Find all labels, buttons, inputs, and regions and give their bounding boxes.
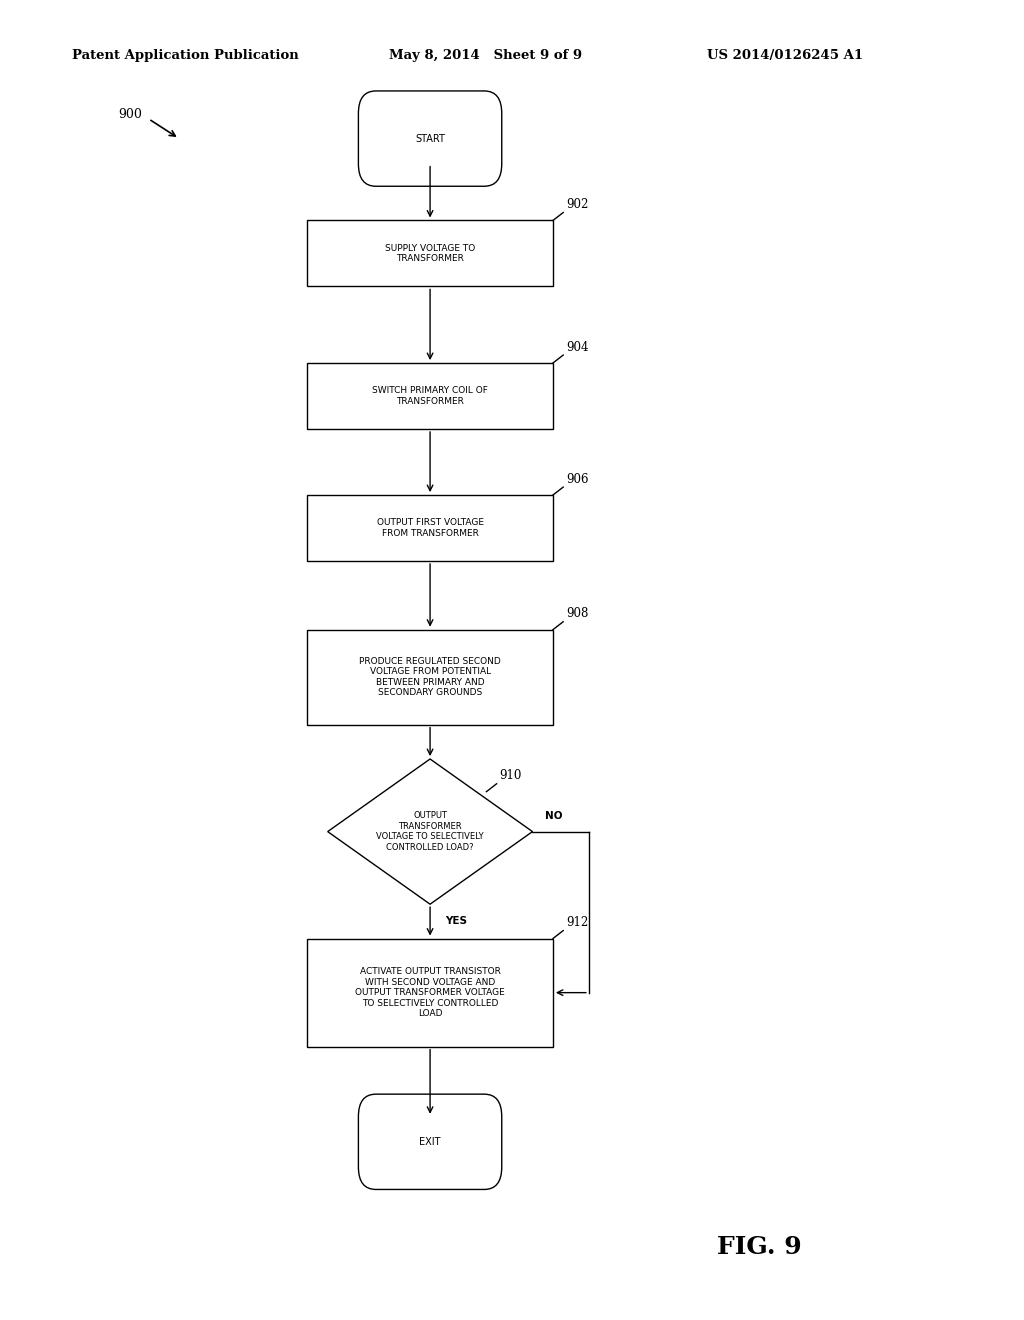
Text: NO: NO [545,810,562,821]
FancyBboxPatch shape [358,1094,502,1189]
Text: 904: 904 [566,341,589,354]
Text: SUPPLY VOLTAGE TO
TRANSFORMER: SUPPLY VOLTAGE TO TRANSFORMER [385,244,475,263]
Text: ACTIVATE OUTPUT TRANSISTOR
WITH SECOND VOLTAGE AND
OUTPUT TRANSFORMER VOLTAGE
TO: ACTIVATE OUTPUT TRANSISTOR WITH SECOND V… [355,968,505,1018]
FancyBboxPatch shape [358,91,502,186]
Text: 912: 912 [566,916,589,929]
FancyBboxPatch shape [307,495,553,561]
Text: OUTPUT FIRST VOLTAGE
FROM TRANSFORMER: OUTPUT FIRST VOLTAGE FROM TRANSFORMER [377,519,483,537]
Text: PRODUCE REGULATED SECOND
VOLTAGE FROM POTENTIAL
BETWEEN PRIMARY AND
SECONDARY GR: PRODUCE REGULATED SECOND VOLTAGE FROM PO… [359,657,501,697]
Text: FIG. 9: FIG. 9 [717,1236,802,1259]
Text: 902: 902 [566,198,589,211]
Text: YES: YES [445,916,467,927]
Text: OUTPUT
TRANSFORMER
VOLTAGE TO SELECTIVELY
CONTROLLED LOAD?: OUTPUT TRANSFORMER VOLTAGE TO SELECTIVEL… [376,812,484,851]
Text: START: START [415,133,445,144]
FancyBboxPatch shape [307,363,553,429]
FancyBboxPatch shape [307,630,553,725]
Text: 906: 906 [566,473,589,486]
Text: Patent Application Publication: Patent Application Publication [72,49,298,62]
Text: 908: 908 [566,607,589,620]
Text: US 2014/0126245 A1: US 2014/0126245 A1 [707,49,862,62]
Text: 910: 910 [500,770,522,783]
Text: EXIT: EXIT [420,1137,440,1147]
FancyBboxPatch shape [307,939,553,1047]
Text: May 8, 2014   Sheet 9 of 9: May 8, 2014 Sheet 9 of 9 [389,49,583,62]
Text: 900: 900 [118,108,141,121]
Text: SWITCH PRIMARY COIL OF
TRANSFORMER: SWITCH PRIMARY COIL OF TRANSFORMER [372,387,488,405]
Polygon shape [328,759,532,904]
FancyBboxPatch shape [307,220,553,286]
